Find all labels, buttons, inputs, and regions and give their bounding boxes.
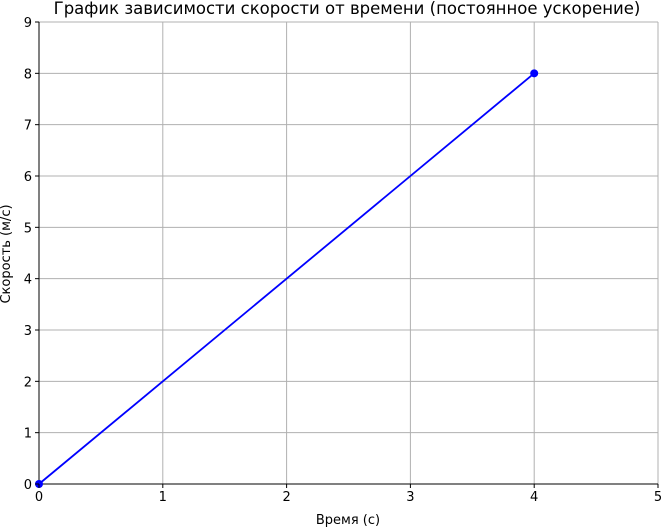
series-layer — [35, 69, 539, 488]
y-tick-label: 1 — [24, 427, 32, 442]
y-tick-label: 2 — [24, 375, 32, 390]
y-tick-label: 0 — [24, 478, 32, 493]
y-tick-label: 9 — [24, 16, 32, 31]
y-tick-label: 5 — [24, 221, 32, 236]
x-tick-label: 0 — [35, 490, 43, 505]
x-axis-label: Время (с) — [316, 513, 380, 527]
x-tick-label: 5 — [654, 490, 662, 505]
y-tick-label: 6 — [24, 170, 32, 185]
ticks-layer: 0 1 2 3 4 5 0 1 2 3 4 5 6 7 8 9 — [24, 16, 662, 505]
x-tick-label: 4 — [530, 490, 538, 505]
y-tick-label: 7 — [24, 119, 32, 134]
series-line — [38, 72, 535, 485]
grid-layer — [38, 21, 659, 485]
x-tick-label: 1 — [159, 490, 167, 505]
data-point — [530, 69, 539, 78]
x-tick-label: 3 — [406, 490, 414, 505]
axes-layer — [38, 22, 658, 485]
y-axis-label: Скорость (м/с) — [0, 204, 14, 303]
x-tick-label: 2 — [282, 490, 290, 505]
y-tick-label: 3 — [24, 324, 32, 339]
y-tick-label: 8 — [24, 67, 32, 82]
chart-title: График зависимости скорости от времени (… — [54, 0, 641, 18]
y-tick-label: 4 — [24, 273, 32, 288]
